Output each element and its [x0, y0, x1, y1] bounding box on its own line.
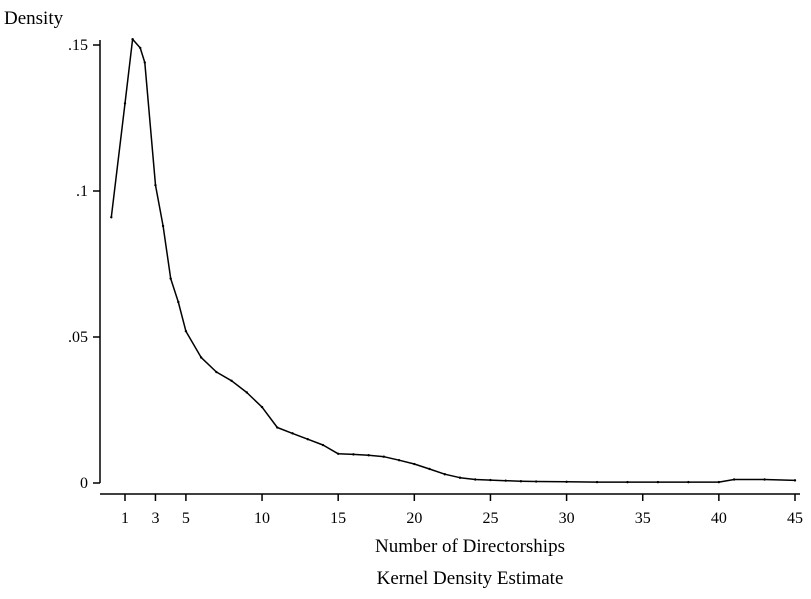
x-tick-label: 10 [254, 510, 270, 527]
data-point [717, 480, 721, 484]
x-ticks: 1 3 5 10 15 20 25 30 35 40 45 [121, 494, 803, 527]
data-point [177, 300, 180, 304]
x-tick-label: 3 [151, 510, 159, 527]
data-point [519, 480, 523, 483]
data-point [199, 356, 203, 359]
chart-caption: Kernel Density Estimate [377, 568, 564, 589]
y-tick-label: .05 [68, 329, 88, 346]
data-point [245, 391, 249, 394]
data-point [793, 479, 797, 482]
data-point [489, 478, 492, 482]
data-points [110, 37, 797, 484]
data-point [215, 370, 218, 374]
x-tick-label: 25 [482, 510, 498, 527]
data-point [687, 480, 690, 484]
y-ticks: 0 .05 .1 .15 [68, 37, 100, 492]
y-tick-label: 0 [80, 475, 88, 492]
data-point [321, 443, 325, 447]
data-point [154, 183, 157, 187]
data-point [763, 478, 766, 481]
data-point [110, 216, 113, 219]
data-point [413, 462, 416, 466]
y-axis-title: Density [4, 8, 64, 29]
x-tick-label: 35 [635, 510, 651, 527]
data-point [306, 438, 309, 441]
data-point [397, 459, 401, 462]
data-point [428, 467, 431, 471]
data-point [260, 405, 264, 409]
data-point [443, 473, 446, 476]
data-point [352, 453, 355, 456]
data-point [474, 478, 477, 481]
data-point [184, 329, 188, 333]
data-point [732, 478, 736, 481]
x-tick-label: 15 [330, 510, 346, 527]
x-tick-label: 45 [787, 510, 803, 527]
x-axis-title: Number of Directorships [375, 536, 565, 557]
data-point [276, 426, 279, 429]
data-point [458, 476, 462, 479]
data-point [169, 277, 172, 280]
data-point [367, 454, 370, 457]
data-point [161, 224, 165, 228]
x-tick-label: 20 [406, 510, 422, 527]
data-point [565, 480, 568, 484]
data-point [595, 480, 599, 484]
data-point [143, 61, 146, 64]
data-point [656, 480, 660, 484]
data-point [139, 46, 142, 50]
y-tick-label: .15 [68, 37, 88, 54]
y-tick-label: .1 [76, 183, 88, 200]
data-point [230, 379, 233, 382]
data-point [504, 479, 507, 482]
x-tick-label: 5 [182, 510, 190, 527]
data-point [291, 432, 294, 435]
data-point [131, 37, 134, 41]
x-tick-label: 40 [711, 510, 727, 527]
data-point [626, 480, 629, 484]
axes [99, 40, 800, 495]
x-tick-label: 1 [121, 510, 129, 527]
data-point [534, 480, 538, 483]
x-tick-label: 30 [559, 510, 575, 527]
density-line [110, 38, 796, 483]
data-point [123, 102, 127, 105]
data-point [336, 452, 340, 455]
data-point [382, 455, 386, 458]
